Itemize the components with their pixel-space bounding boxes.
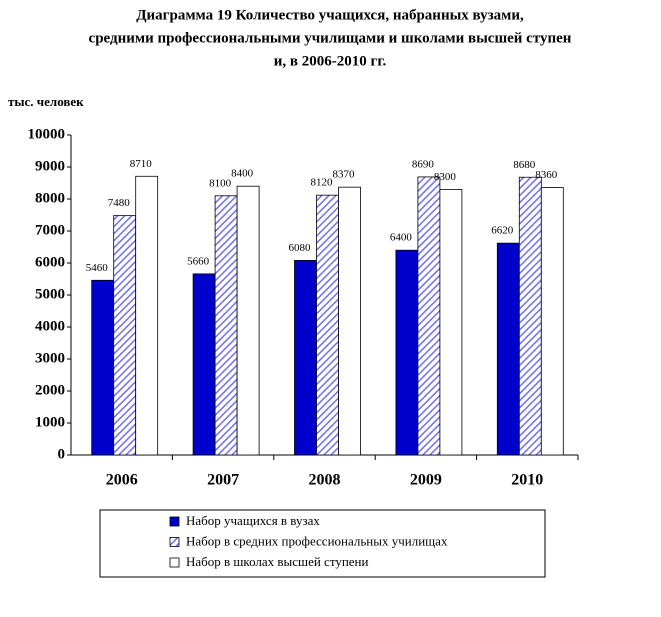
x-tick-label: 2007 xyxy=(207,472,239,489)
bar xyxy=(135,175,159,456)
legend-label: Набор учащихся в вузах xyxy=(186,513,320,528)
legend-marker xyxy=(169,557,180,568)
bar xyxy=(294,260,317,456)
value-label: 6400 xyxy=(390,232,413,244)
legend-label: Набор в средних профессиональных училища… xyxy=(186,533,448,548)
bar xyxy=(338,186,361,456)
chart-title: Диаграмма 19 Количество учащихся, набран… xyxy=(136,7,524,23)
y-tick-label: 0 xyxy=(58,446,66,462)
chart-title: и, в 2006-2010 гг. xyxy=(274,53,387,69)
value-label: 8370 xyxy=(333,169,356,181)
value-label: 8710 xyxy=(130,158,153,170)
bar xyxy=(113,215,137,456)
x-tick-label: 2006 xyxy=(106,472,138,489)
x-tick-label: 2008 xyxy=(309,472,341,489)
value-label: 6080 xyxy=(289,242,312,254)
x-tick-label: 2009 xyxy=(410,472,442,489)
bar xyxy=(540,187,564,456)
bar xyxy=(395,249,419,456)
y-tick-label: 9000 xyxy=(35,158,65,174)
y-tick-label: 2000 xyxy=(35,382,65,398)
y-tick-label: 5000 xyxy=(35,286,65,302)
bar xyxy=(192,273,216,456)
legend-marker xyxy=(169,516,180,527)
value-label: 5660 xyxy=(187,255,210,267)
x-tick-label: 2010 xyxy=(511,472,543,489)
bar xyxy=(214,195,238,456)
value-label: 8120 xyxy=(311,177,334,189)
value-label: 8690 xyxy=(412,158,435,170)
value-label: 8680 xyxy=(513,159,536,171)
bar xyxy=(518,176,542,456)
legend-marker xyxy=(169,537,180,547)
value-label: 6620 xyxy=(491,225,514,237)
bar xyxy=(91,279,115,456)
legend-label: Набор в школах высшей ступени xyxy=(186,554,369,569)
value-label: 5460 xyxy=(86,262,109,274)
chart-title: средними профессиональными училищами и ш… xyxy=(89,30,572,46)
value-label: 8300 xyxy=(434,171,457,183)
value-label: 8400 xyxy=(231,168,254,180)
bar xyxy=(439,188,463,456)
y-axis-label: тыс. человек xyxy=(8,94,84,109)
y-tick-label: 4000 xyxy=(35,318,65,334)
value-label: 7480 xyxy=(108,197,131,209)
y-tick-label: 8000 xyxy=(35,190,65,206)
bar xyxy=(417,176,441,456)
y-tick-label: 6000 xyxy=(35,254,65,270)
y-tick-label: 7000 xyxy=(35,222,65,238)
y-tick-label: 1000 xyxy=(35,414,65,430)
bar xyxy=(236,185,260,456)
bar xyxy=(496,242,520,456)
value-label: 8360 xyxy=(535,169,558,181)
value-label: 8100 xyxy=(209,177,232,189)
y-tick-label: 3000 xyxy=(35,350,65,366)
y-tick-label: 10000 xyxy=(28,126,66,142)
bar xyxy=(316,194,339,456)
